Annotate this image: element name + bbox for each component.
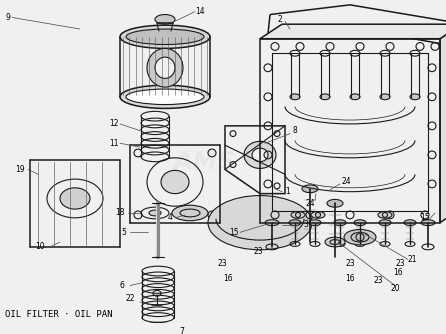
Text: 2: 2 bbox=[277, 15, 282, 24]
Ellipse shape bbox=[410, 94, 420, 100]
Ellipse shape bbox=[60, 188, 90, 209]
Ellipse shape bbox=[378, 211, 392, 218]
Text: 14: 14 bbox=[195, 7, 205, 16]
Ellipse shape bbox=[404, 220, 416, 225]
Ellipse shape bbox=[344, 229, 376, 245]
Text: 22: 22 bbox=[125, 294, 135, 303]
Ellipse shape bbox=[354, 220, 366, 225]
Ellipse shape bbox=[311, 211, 325, 218]
Ellipse shape bbox=[126, 29, 204, 44]
Text: AMS: AMS bbox=[174, 150, 236, 174]
Text: 16: 16 bbox=[223, 274, 233, 283]
Text: 10: 10 bbox=[35, 242, 45, 252]
Text: 23: 23 bbox=[373, 276, 383, 285]
Ellipse shape bbox=[320, 94, 330, 100]
Text: 7: 7 bbox=[180, 327, 185, 334]
Ellipse shape bbox=[421, 220, 435, 225]
Ellipse shape bbox=[302, 185, 318, 193]
Text: 5: 5 bbox=[122, 228, 126, 237]
Text: 16: 16 bbox=[393, 269, 403, 278]
Ellipse shape bbox=[291, 211, 305, 218]
Text: 21: 21 bbox=[407, 255, 417, 264]
Text: 15: 15 bbox=[420, 213, 430, 222]
Polygon shape bbox=[440, 24, 446, 223]
Ellipse shape bbox=[126, 89, 204, 105]
Polygon shape bbox=[260, 24, 446, 39]
Text: 23: 23 bbox=[395, 259, 405, 268]
Ellipse shape bbox=[161, 170, 189, 194]
Ellipse shape bbox=[155, 14, 175, 24]
Text: 20: 20 bbox=[390, 284, 400, 293]
Ellipse shape bbox=[327, 199, 343, 207]
Ellipse shape bbox=[147, 48, 183, 87]
Text: 11: 11 bbox=[109, 139, 119, 148]
Ellipse shape bbox=[265, 220, 279, 225]
Text: 4: 4 bbox=[168, 213, 173, 222]
Ellipse shape bbox=[172, 205, 208, 221]
Ellipse shape bbox=[380, 94, 390, 100]
Text: 23: 23 bbox=[253, 247, 263, 256]
Ellipse shape bbox=[252, 148, 268, 162]
Text: 12: 12 bbox=[109, 120, 119, 128]
Text: 15: 15 bbox=[229, 228, 239, 237]
Text: 24: 24 bbox=[305, 199, 315, 208]
Ellipse shape bbox=[334, 220, 346, 225]
Text: 6: 6 bbox=[120, 281, 124, 290]
Ellipse shape bbox=[142, 322, 174, 334]
Ellipse shape bbox=[309, 220, 321, 225]
Ellipse shape bbox=[244, 141, 276, 168]
Ellipse shape bbox=[208, 195, 312, 250]
Text: 19: 19 bbox=[15, 165, 25, 174]
Ellipse shape bbox=[289, 220, 301, 225]
Ellipse shape bbox=[325, 237, 345, 247]
Text: 3: 3 bbox=[304, 220, 309, 229]
Text: 24: 24 bbox=[341, 177, 351, 186]
Ellipse shape bbox=[350, 94, 360, 100]
Text: 1: 1 bbox=[285, 187, 290, 196]
Ellipse shape bbox=[379, 220, 391, 225]
Text: 23: 23 bbox=[217, 259, 227, 268]
Ellipse shape bbox=[155, 57, 175, 78]
Text: 9: 9 bbox=[5, 13, 10, 22]
Text: OIL FILTER · OIL PAN: OIL FILTER · OIL PAN bbox=[5, 310, 112, 319]
Ellipse shape bbox=[120, 25, 210, 48]
Ellipse shape bbox=[290, 94, 300, 100]
Text: 23: 23 bbox=[345, 259, 355, 268]
Ellipse shape bbox=[149, 210, 161, 216]
Text: 16: 16 bbox=[345, 274, 355, 283]
Text: 8: 8 bbox=[293, 126, 297, 135]
Ellipse shape bbox=[120, 85, 210, 109]
Text: 18: 18 bbox=[115, 208, 125, 217]
